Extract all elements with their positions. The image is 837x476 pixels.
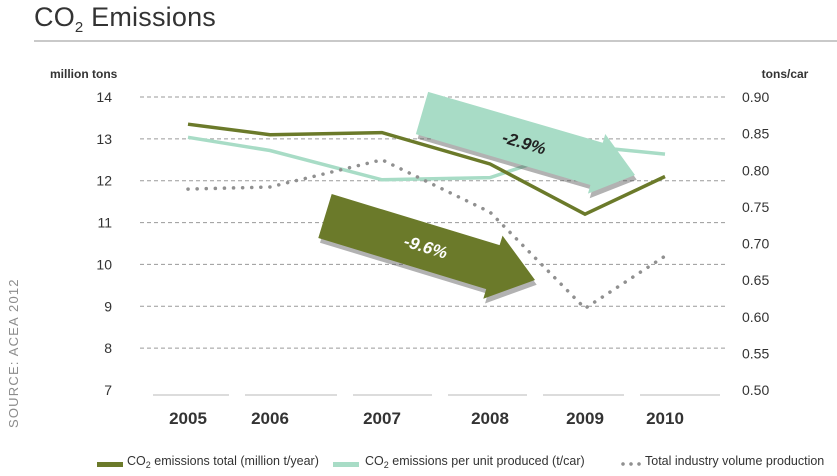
y-left-tick: 12: [96, 173, 112, 189]
y-left-tick: 7: [104, 382, 112, 398]
y-right-tick: 0.90: [742, 89, 769, 105]
y-right-tick: 0.50: [742, 382, 769, 398]
y-left-tick: 10: [96, 256, 112, 272]
y-left-tick: 14: [96, 89, 112, 105]
y-right-tick: 0.60: [742, 309, 769, 325]
x-tick-label: 2010: [646, 409, 684, 428]
arrow-body: [318, 193, 535, 299]
x-tick-label: 2007: [363, 409, 401, 428]
legend: CO2 emissions total (million t/year) CO2 …: [0, 450, 837, 474]
y-left-tick: 11: [97, 215, 112, 231]
legend-swatch: [619, 462, 645, 466]
y-left-tick: 13: [96, 131, 112, 147]
y-right-tick: 0.80: [742, 162, 769, 178]
y-left-title: million tons: [50, 67, 118, 81]
arrow-minus-2-9: -2.9%: [415, 91, 637, 199]
x-axis-labels: 2005 2006 2007 2008 2009 2010: [169, 409, 684, 428]
y-right-title: tons/car: [762, 67, 809, 81]
y-left-tick: 8: [104, 340, 112, 356]
chart-title: CO2 Emissions: [34, 2, 216, 36]
y-right-tick: 0.85: [742, 126, 769, 142]
y-axis-labels: million tons 14 13 12 11 10 9 8 7 tons/car 0.90 0.8…: [50, 67, 809, 398]
x-tick-label: 2009: [566, 409, 604, 428]
x-tick-label: 2006: [251, 409, 289, 428]
arrow-minus-9-6: -9.6%: [318, 193, 537, 304]
line-chart: -2.9%-9.6% million tons 14 13 12 11 10 9 8 7 tons…: [50, 67, 809, 428]
title-divider: [34, 40, 837, 42]
legend-label: Total industry volume production: [645, 454, 825, 468]
legend-label: CO2 emissions per unit produced (t/car): [365, 454, 585, 470]
y-right-tick: 0.65: [742, 272, 769, 288]
y-right-tick: 0.55: [742, 345, 769, 361]
arrow-body: [415, 91, 635, 194]
legend-label: CO2 emissions total (million t/year): [127, 454, 319, 470]
y-right-tick: 0.70: [742, 236, 769, 252]
x-tick-label: 2008: [471, 409, 509, 428]
x-tick-label: 2005: [169, 409, 207, 428]
annotation-arrows: -2.9%-9.6%: [318, 91, 637, 304]
y-left-tick: 9: [104, 298, 112, 314]
series-line: [187, 122, 666, 217]
legend-swatch: [333, 462, 359, 467]
y-right-tick: 0.75: [742, 199, 769, 215]
legend-swatch: [97, 462, 123, 467]
